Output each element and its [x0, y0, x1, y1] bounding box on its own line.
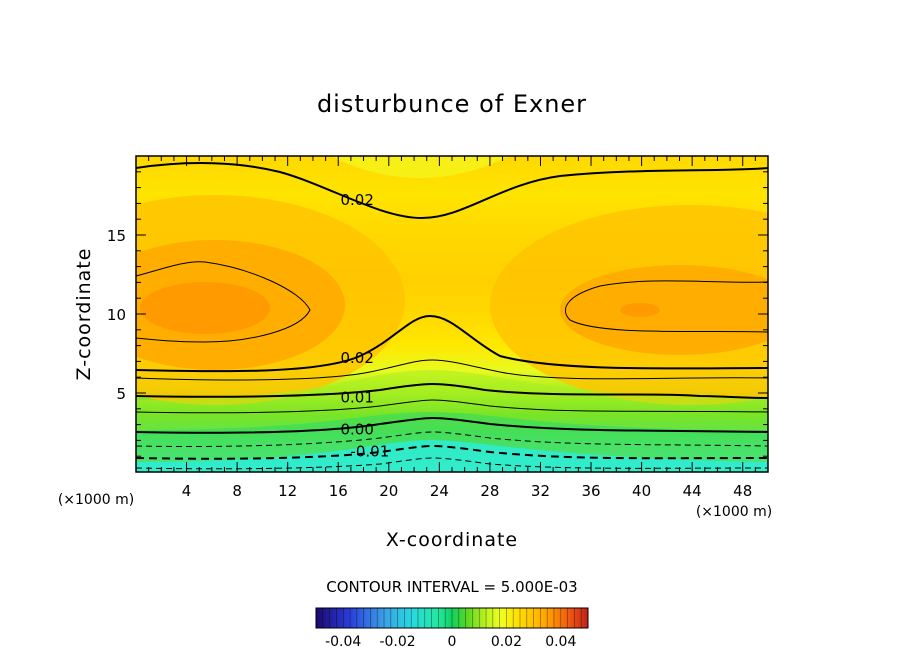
- contour-label: 0.00: [340, 420, 373, 438]
- contour-interval-text: CONTOUR INTERVAL = 5.000E-03: [326, 578, 577, 596]
- contour-label: 0.02: [340, 191, 373, 209]
- y-tick-label: 15: [107, 227, 126, 245]
- colorbar-stripes: [322, 608, 582, 628]
- contour-m001: [136, 444, 768, 460]
- y-axis-label: Z-coordinate: [73, 248, 95, 381]
- y-tick-label: 5: [116, 385, 126, 403]
- contour-000: [136, 416, 768, 434]
- y-tick-label: 10: [107, 306, 126, 324]
- x-unit-right: (×1000 m): [696, 504, 772, 520]
- x-tick-label: 8: [232, 482, 242, 500]
- colorbar-tick-label: 0.02: [491, 634, 522, 650]
- x-tick-label: 48: [733, 482, 752, 500]
- contour-labels: 0.02 0.02 0.01 0.00 -0.01: [340, 191, 389, 460]
- x-tick-label: 32: [531, 482, 550, 500]
- colorbar-tick-label: 0.04: [545, 634, 576, 650]
- contour-label: 0.02: [340, 349, 373, 367]
- x-tick-label: 40: [632, 482, 651, 500]
- field-right-mid: [560, 265, 768, 355]
- x-tick-label: 44: [683, 482, 702, 500]
- x-tick-label: 36: [581, 482, 600, 500]
- contour-0005: [136, 399, 768, 414]
- contour-0015: [136, 359, 768, 381]
- contour-label: -0.01: [350, 442, 389, 460]
- field-top-light: [330, 156, 510, 178]
- plot-area: [136, 156, 768, 472]
- x-tick-label: 28: [480, 482, 499, 500]
- contour-lines: [136, 162, 768, 470]
- field-cyan-bottom: [136, 440, 768, 472]
- contour-002-mid: [136, 314, 768, 373]
- field-left-core: [140, 282, 270, 334]
- x-tick-label: 16: [329, 482, 348, 500]
- x-tick-label: 24: [430, 482, 449, 500]
- colorbar-tick-label: -0.04: [325, 634, 361, 650]
- contour-label: 0.01: [340, 389, 373, 407]
- contour-left-loop: [136, 261, 311, 343]
- x-tick-label: 4: [182, 482, 192, 500]
- y-axis-ticks: 5 10 15: [107, 171, 768, 457]
- contour-right-loop: [565, 280, 768, 333]
- x-tick-label: 20: [379, 482, 398, 500]
- field-right-core: [620, 303, 660, 317]
- colorbar-tick-label: 0: [448, 634, 457, 650]
- x-unit-left: (×1000 m): [58, 492, 134, 508]
- chart-title: disturbunce of Exner: [317, 90, 587, 118]
- x-axis-ticks: 4 8 12 16 20 24 28 32 36 40 44 48: [148, 156, 756, 500]
- contour-002-top: [136, 162, 768, 220]
- contour-001: [136, 382, 768, 399]
- x-axis-label: X-coordinate: [386, 529, 518, 551]
- colorbar-tick-labels: -0.04 -0.02 0 0.02 0.04: [325, 634, 576, 650]
- x-tick-label: 12: [278, 482, 297, 500]
- colorbar-tick-label: -0.02: [379, 634, 415, 650]
